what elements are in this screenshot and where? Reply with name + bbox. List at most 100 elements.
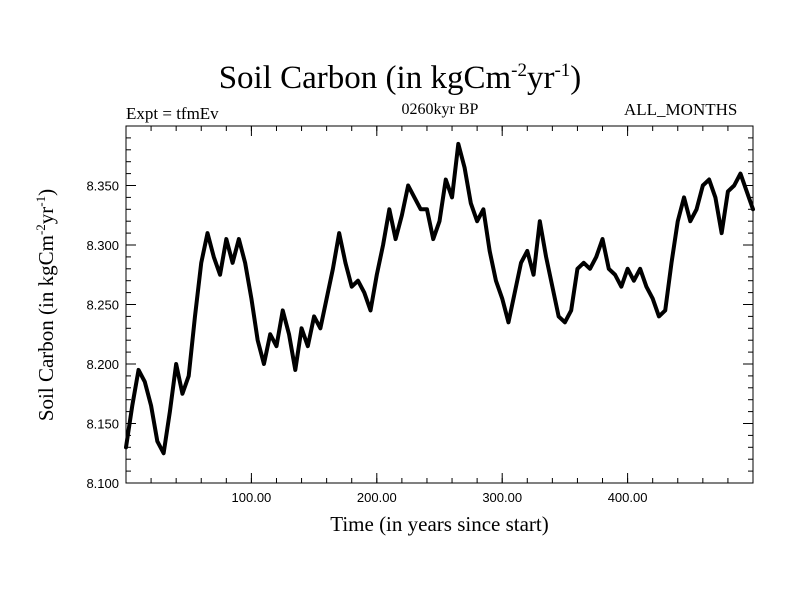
data-point (713, 195, 717, 199)
data-point (237, 237, 241, 241)
data-point (563, 320, 567, 324)
data-point (475, 219, 479, 223)
experiment-label: Expt = tfmEv (126, 104, 219, 123)
data-point (325, 296, 329, 301)
data-point (688, 219, 692, 223)
data-point (350, 285, 354, 289)
data-point (268, 332, 272, 336)
data-point (375, 273, 379, 277)
data-point (262, 362, 266, 366)
y-axis-label-wrap: Soil Carbon (in kgCm-2yr-1) (26, 180, 66, 430)
data-point (557, 314, 561, 318)
data-point (331, 267, 335, 271)
x-tick-label: 100.00 (232, 490, 272, 505)
data-point (143, 380, 147, 384)
data-point (644, 285, 649, 289)
chart-title: Soil Carbon (in kgCm-2yr-1) (218, 60, 582, 96)
data-point (362, 291, 366, 295)
data-point (312, 314, 316, 318)
data-point (594, 255, 598, 259)
data-point (663, 308, 667, 313)
data-point (437, 219, 442, 223)
series-line (124, 141, 755, 456)
data-point (180, 392, 185, 396)
data-point (669, 261, 674, 265)
data-point (187, 374, 191, 378)
data-point (525, 249, 529, 253)
x-tick-label: 200.00 (357, 490, 397, 505)
period-label: 0260kyr BP (401, 101, 479, 118)
data-point (343, 261, 348, 265)
data-point (230, 261, 235, 265)
data-point (162, 451, 166, 455)
data-point (205, 231, 210, 235)
data-point (550, 285, 554, 289)
data-point (694, 207, 699, 211)
data-point (381, 243, 385, 247)
data-point (406, 183, 410, 188)
data-point (494, 279, 498, 283)
x-axis-label: Time (in years since start) (330, 512, 549, 536)
data-layer (124, 141, 755, 456)
data-point (600, 237, 605, 241)
data-point (632, 279, 636, 283)
data-point (607, 267, 611, 271)
data-point (682, 195, 686, 199)
data-point (444, 177, 448, 182)
data-point (293, 368, 297, 372)
data-point (519, 261, 523, 265)
data-point (168, 410, 172, 414)
data-point (575, 267, 580, 271)
data-point (318, 326, 322, 330)
data-point (726, 189, 730, 194)
data-point (531, 273, 536, 277)
data-point (155, 439, 159, 443)
data-point (419, 207, 423, 211)
data-point (638, 267, 642, 271)
data-point (732, 183, 736, 188)
axis-ticks: 100.00 200.00 300.00 400.00 8.100 8.150 8.200 8… (86, 126, 753, 505)
data-point (738, 172, 743, 176)
data-point (613, 273, 617, 277)
data-point (299, 326, 304, 330)
x-tick-label: 300.00 (482, 490, 522, 505)
data-point (387, 207, 391, 211)
plot-frame (125, 125, 754, 484)
data-point (538, 219, 542, 223)
y-tick-label: 8.250 (86, 298, 119, 313)
data-point (481, 207, 485, 211)
data-point (199, 261, 203, 265)
data-point (506, 320, 511, 324)
data-point (281, 308, 285, 313)
data-point (569, 308, 573, 313)
data-point (450, 195, 454, 199)
y-tick-label: 8.200 (86, 357, 119, 372)
data-point (745, 189, 749, 194)
data-point (626, 267, 630, 271)
data-point (274, 344, 279, 348)
data-point (174, 362, 178, 366)
data-point (249, 296, 253, 301)
data-point (136, 368, 141, 372)
data-point (218, 273, 222, 277)
data-point (394, 237, 398, 241)
data-point (651, 296, 655, 301)
data-point (193, 314, 197, 318)
y-tick-label: 8.150 (86, 417, 119, 432)
data-point (513, 291, 517, 295)
data-point (243, 261, 247, 265)
data-point (469, 201, 473, 205)
data-point (256, 338, 260, 342)
data-point (720, 231, 724, 235)
data-point (462, 166, 467, 170)
y-tick-label: 8.350 (86, 179, 119, 194)
data-point (588, 267, 592, 271)
data-point (149, 404, 153, 408)
data-point (701, 183, 705, 188)
y-axis-label: Soil Carbon (in kgCm-2yr-1) (33, 188, 58, 422)
data-point (130, 404, 134, 408)
data-point (287, 332, 291, 336)
data-point (212, 255, 216, 259)
months-label: ALL_MONTHS (624, 100, 738, 119)
y-tick-label: 8.100 (86, 476, 119, 491)
